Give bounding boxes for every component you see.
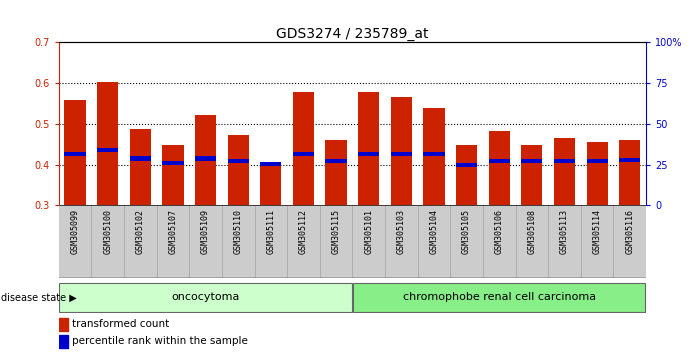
Bar <box>59 318 68 331</box>
Bar <box>97 82 118 205</box>
Text: GSM305100: GSM305100 <box>103 209 112 254</box>
Bar <box>64 100 86 205</box>
Text: chromophobe renal cell carcinoma: chromophobe renal cell carcinoma <box>403 292 596 302</box>
Bar <box>587 159 608 164</box>
Text: GSM305102: GSM305102 <box>136 209 145 254</box>
Text: percentile rank within the sample: percentile rank within the sample <box>72 336 247 346</box>
Bar <box>521 159 542 164</box>
Bar <box>325 159 347 164</box>
Text: GSM305104: GSM305104 <box>430 209 439 254</box>
Bar <box>325 140 347 205</box>
Bar <box>390 97 412 205</box>
Bar <box>293 92 314 205</box>
Bar <box>619 158 641 162</box>
Bar <box>424 108 444 205</box>
Bar <box>195 156 216 161</box>
Title: GDS3274 / 235789_at: GDS3274 / 235789_at <box>276 28 428 41</box>
Bar <box>59 335 68 348</box>
Bar <box>227 159 249 164</box>
Bar <box>261 162 281 166</box>
Bar <box>227 135 249 205</box>
Bar <box>261 165 281 205</box>
Text: GSM305115: GSM305115 <box>332 209 341 254</box>
Text: oncocytoma: oncocytoma <box>171 292 240 302</box>
Bar <box>59 283 352 312</box>
Bar <box>130 156 151 161</box>
Text: GSM305111: GSM305111 <box>266 209 275 254</box>
Bar <box>358 92 379 205</box>
Text: GSM305110: GSM305110 <box>234 209 243 254</box>
Bar <box>554 159 575 162</box>
Bar <box>353 283 645 312</box>
Text: GSM305112: GSM305112 <box>299 209 308 254</box>
Text: GSM305106: GSM305106 <box>495 209 504 254</box>
Bar <box>489 131 510 205</box>
Bar <box>456 145 477 205</box>
Bar <box>456 162 477 167</box>
Bar <box>130 129 151 205</box>
Text: GSM305116: GSM305116 <box>625 209 634 254</box>
Text: GSM305099: GSM305099 <box>70 209 79 254</box>
Bar <box>293 153 314 156</box>
Text: transformed count: transformed count <box>72 319 169 329</box>
Bar <box>424 153 444 156</box>
Bar <box>358 152 379 156</box>
Bar <box>162 161 184 165</box>
Text: GSM305103: GSM305103 <box>397 209 406 254</box>
Bar <box>619 140 641 205</box>
Bar <box>390 153 412 156</box>
Text: GSM305114: GSM305114 <box>593 209 602 254</box>
Bar <box>521 145 542 205</box>
Text: GSM305107: GSM305107 <box>169 209 178 254</box>
Bar <box>587 142 608 205</box>
Bar <box>554 138 575 205</box>
Bar <box>97 148 118 152</box>
Text: GSM305101: GSM305101 <box>364 209 373 254</box>
Bar <box>64 153 86 156</box>
Text: disease state ▶: disease state ▶ <box>1 292 77 302</box>
Bar <box>162 145 184 205</box>
Text: GSM305108: GSM305108 <box>527 209 536 254</box>
Text: GSM305105: GSM305105 <box>462 209 471 254</box>
Text: GSM305113: GSM305113 <box>560 209 569 254</box>
Text: GSM305109: GSM305109 <box>201 209 210 254</box>
Bar <box>489 159 510 162</box>
Bar <box>195 115 216 205</box>
